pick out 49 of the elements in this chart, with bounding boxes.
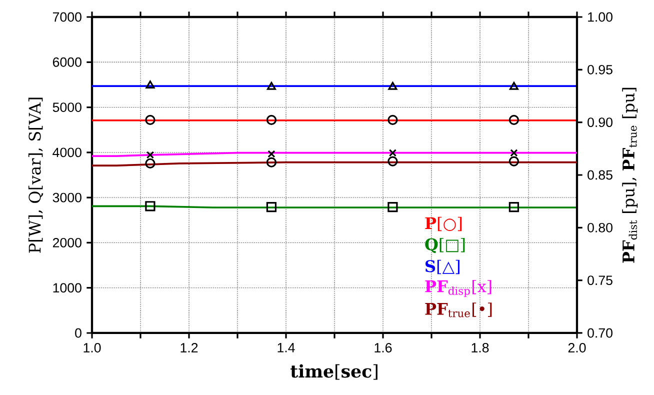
- y-tick-label: 7000: [52, 12, 82, 22]
- point: [266, 157, 277, 168]
- y-tick-label: 1000: [53, 283, 82, 293]
- y2-tick-label: 0.80: [588, 222, 612, 232]
- x-tick-label: 1.2: [180, 343, 198, 352]
- y-tick-label: 2000: [52, 238, 82, 248]
- point: [266, 114, 277, 125]
- point: [388, 149, 397, 157]
- point: [145, 158, 156, 168]
- y-tick-label: 3000: [52, 192, 82, 202]
- text: PF$_{disp}$[x]: [425, 280, 492, 297]
- point: [146, 151, 154, 159]
- x-tick-label: 1.0: [84, 343, 101, 352]
- point: [388, 114, 398, 125]
- point: [508, 156, 520, 166]
- text: PF$_{true}$[•]: [425, 302, 492, 318]
- point: [510, 149, 518, 157]
- y2-tick-label: 0.85: [588, 170, 612, 180]
- text: S[△]: [426, 260, 460, 274]
- series-label: Q[□]: [425, 238, 465, 253]
- point: [508, 202, 520, 212]
- y-tick-label: 4000: [52, 148, 82, 158]
- y-tick-label: 5000: [52, 102, 82, 112]
- y2-tick-label: 0.95: [588, 64, 612, 74]
- x-axis-title: time[sec]: [290, 364, 378, 380]
- point: [388, 82, 398, 90]
- point: [509, 82, 518, 90]
- x-tick-label: 2.0: [568, 343, 586, 352]
- y2-tick-label: 0.90: [588, 118, 612, 128]
- x-tick-label: 1.8: [472, 343, 489, 352]
- y2-tick-label: 0.70: [588, 328, 612, 338]
- y2-axis-title: PF$_{dist}$ [pu], PF$_{true}$ [pu]: [622, 88, 638, 263]
- y2-tick-label: 1.00: [588, 12, 612, 22]
- text: P[○]: [425, 216, 462, 232]
- x-tick-label: 1.6: [374, 343, 392, 352]
- y2-tick-label: 0.75: [588, 276, 612, 286]
- point: [145, 201, 156, 212]
- y-axis-title: P[W], Q[var], S[VA]: [28, 98, 44, 253]
- x-tick-label: 1.4: [278, 343, 295, 352]
- point: [266, 82, 276, 90]
- point: [145, 114, 156, 125]
- point: [266, 202, 277, 212]
- y-tick-label: 0: [75, 328, 82, 338]
- point: [388, 156, 398, 166]
- point: [268, 150, 276, 158]
- point: [508, 114, 520, 125]
- point: [388, 202, 398, 212]
- point: [146, 80, 155, 89]
- y-tick-label: 6000: [52, 57, 82, 67]
